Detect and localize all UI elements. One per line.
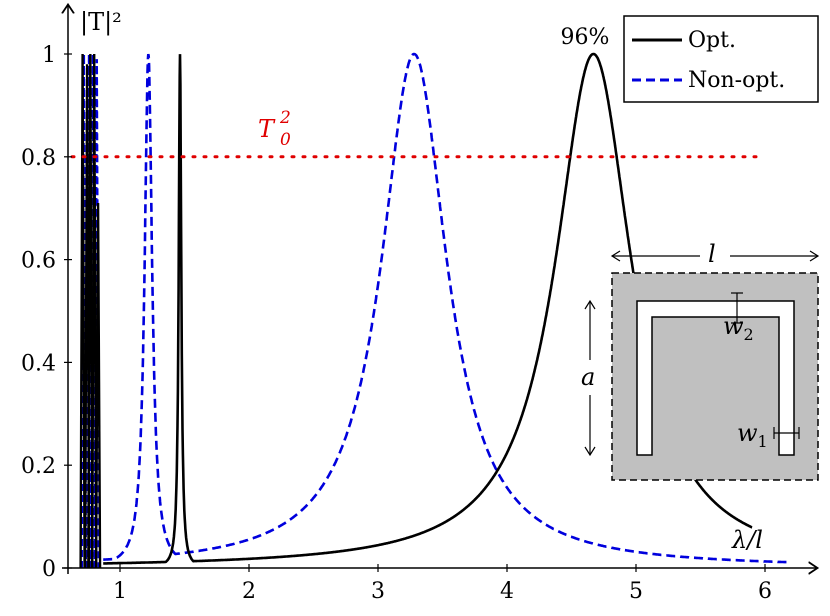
y-tick-label: 0.6 — [21, 249, 56, 274]
spike-opt — [79, 53, 86, 569]
inset-label-a: a — [581, 363, 595, 391]
spike-nonopt — [80, 53, 88, 569]
inset-label-w2: w2 — [723, 312, 754, 344]
y-tick-label: 0.8 — [21, 146, 56, 171]
x-tick-label: 2 — [242, 579, 256, 604]
x-tick-label: 1 — [113, 579, 127, 604]
x-tick-label: 3 — [371, 579, 385, 604]
ticks-layer: 1 2 3 4 5 6 0 0.2 0.4 0.6 0.8 1 — [21, 43, 772, 604]
x-tick-label: 6 — [758, 579, 772, 604]
x-tick-label: 5 — [629, 579, 643, 604]
y-tick-label: 0 — [42, 557, 56, 582]
inset-slot — [636, 300, 795, 456]
peak-annotation: 96% — [561, 25, 610, 50]
y-axis-label: |T|² — [80, 8, 122, 37]
curves-layer — [79, 52, 791, 569]
inset-label-l: l — [708, 240, 716, 268]
legend-label-opt: Opt. — [688, 28, 736, 53]
inset-label-w1: w1 — [737, 419, 768, 451]
resonator-inset: l a w2 w1 — [581, 240, 820, 481]
spike-opt — [94, 203, 102, 569]
x-tick-label: 4 — [500, 579, 514, 604]
legend: Opt. Non-opt. — [623, 15, 819, 103]
threshold-label: T 02 — [258, 108, 291, 150]
spike-opt — [87, 53, 94, 569]
y-tick-label: 0.2 — [21, 454, 56, 479]
legend-label-nonopt: Non-opt. — [688, 68, 785, 93]
series-line-1 — [103, 52, 791, 564]
y-tick-label: 1 — [42, 43, 56, 68]
x-axis-label: λ/l — [731, 526, 763, 554]
spike-opt — [91, 53, 98, 569]
y-tick-label: 0.4 — [21, 351, 56, 376]
